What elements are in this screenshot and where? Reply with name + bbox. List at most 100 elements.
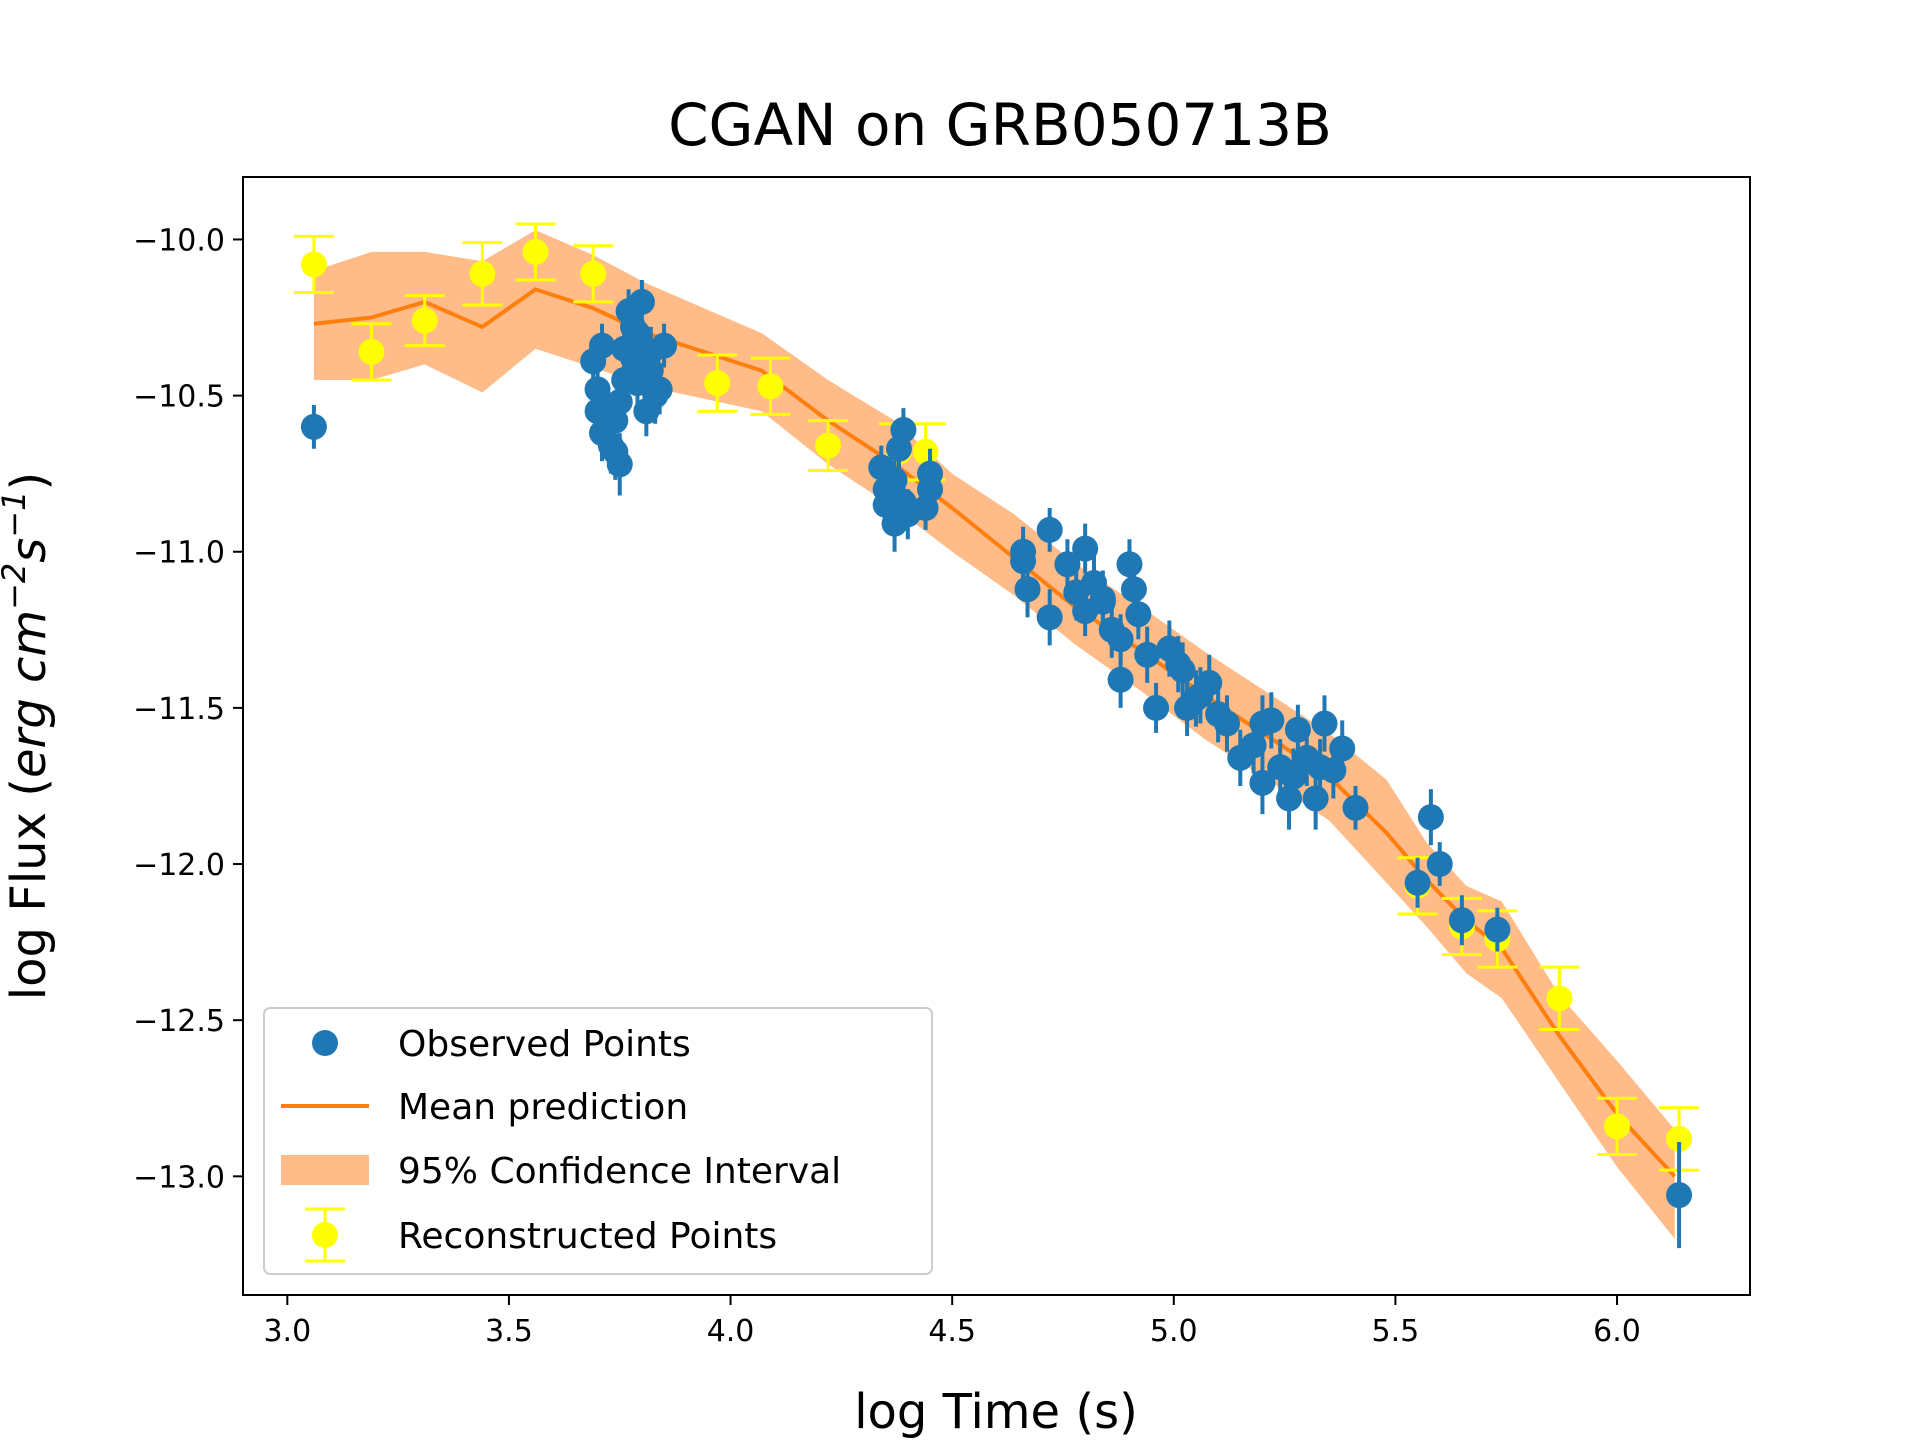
observed-point-marker <box>1666 1182 1693 1209</box>
legend-label: Mean prediction <box>398 1087 688 1128</box>
observed-point-marker <box>1280 763 1307 790</box>
observed-point-marker <box>890 416 917 443</box>
observed-point <box>1249 751 1276 815</box>
confidence-interval-layer <box>313 230 1675 1239</box>
y-axis-ticks: −10.0 −10.5 −11.0 −11.5 −12.0 −12.5 −13.0 <box>133 223 243 1195</box>
observed-point-marker <box>1036 516 1063 543</box>
reconstructed-point <box>515 222 556 282</box>
legend-items: Observed Points Mean prediction 95% Confid… <box>281 1024 841 1263</box>
reconstructed-point <box>697 353 738 413</box>
legend-label: 95% Confidence Interval <box>398 1151 841 1192</box>
x-axis-ticks: 3.0 3.5 4.0 4.5 5.0 5.5 6.0 <box>263 1295 1641 1349</box>
reconstructed-point-marker <box>757 373 784 400</box>
x-tick-label: 3.0 <box>263 1314 311 1349</box>
reconstructed-point-marker <box>1604 1113 1631 1140</box>
observed-point <box>1089 576 1116 627</box>
legend-reconstructed-marker <box>312 1222 338 1248</box>
observed-point-marker <box>1426 851 1453 878</box>
legend-box <box>263 1007 933 1275</box>
observed-point-marker <box>1213 710 1240 737</box>
observed-point <box>606 376 633 427</box>
observed-point <box>1307 739 1334 796</box>
reconstructed-point <box>404 294 445 348</box>
observed-point-marker <box>1329 735 1356 762</box>
observed-point <box>1484 907 1511 952</box>
observed-point-marker <box>606 388 633 415</box>
reconstructed-point <box>808 419 849 473</box>
reconstructed-point-marker <box>1666 1125 1693 1152</box>
x-tick-label: 6.0 <box>1593 1314 1641 1349</box>
observed-point-marker <box>1276 785 1303 812</box>
observed-point-marker <box>1417 804 1444 831</box>
reconstructed-point <box>462 241 503 307</box>
observed-point-marker <box>611 335 638 362</box>
observed-point <box>1169 642 1196 699</box>
observed-point-marker <box>300 413 327 440</box>
legend-item-ci: 95% Confidence Interval <box>281 1151 841 1192</box>
observed-point-marker <box>1311 710 1338 737</box>
observed-point <box>1014 561 1041 618</box>
reconstructed-point-marker <box>411 307 438 334</box>
observed-point <box>620 305 647 349</box>
reconstructed-point-marker <box>469 260 496 287</box>
legend-item-reconstructed: Reconstructed Points <box>305 1207 777 1263</box>
observed-point-marker <box>1107 626 1134 653</box>
x-axis-title: log Time (s) <box>854 1384 1138 1440</box>
observed-point <box>1249 695 1276 752</box>
observed-point-marker <box>1010 538 1037 565</box>
y-tick-label: −13.0 <box>133 1160 225 1195</box>
x-tick-label: 4.0 <box>707 1314 755 1349</box>
observed-point <box>628 280 655 324</box>
observed-point-marker <box>637 338 664 365</box>
observed-point <box>1036 508 1063 552</box>
x-tick-label: 3.5 <box>485 1314 533 1349</box>
x-tick-label: 5.0 <box>1150 1314 1198 1349</box>
observed-point <box>1134 626 1161 683</box>
observed-point-marker <box>620 313 647 340</box>
observed-point-marker <box>1116 551 1143 578</box>
observed-point-marker <box>1342 794 1369 821</box>
observed-point-marker <box>628 288 655 315</box>
observed-point-marker <box>1036 604 1063 631</box>
observed-point <box>1036 589 1063 646</box>
reconstructed-point-marker <box>358 338 385 365</box>
observed-point <box>637 326 664 377</box>
x-tick-label: 4.5 <box>928 1314 976 1349</box>
observed-point-marker <box>1249 769 1276 796</box>
observed-point-marker <box>912 495 939 522</box>
observed-point-marker <box>1284 716 1311 743</box>
reconstructed-point <box>1539 965 1580 1032</box>
observed-point-marker <box>624 370 651 397</box>
observed-point-marker <box>1125 601 1152 628</box>
reconstructed-point <box>573 244 614 304</box>
observed-point-marker <box>1249 710 1276 737</box>
legend-label: Reconstructed Points <box>398 1216 777 1257</box>
observed-point <box>1213 695 1240 752</box>
observed-point-marker <box>1134 641 1161 668</box>
observed-point <box>624 358 651 409</box>
observed-point <box>646 364 673 415</box>
observed-point-marker <box>1107 666 1134 693</box>
observed-point-marker <box>1240 732 1267 759</box>
observed-point <box>1280 748 1307 805</box>
observed-point <box>589 323 616 368</box>
observed-point <box>1054 539 1081 590</box>
observed-point <box>890 408 917 452</box>
legend-label: Observed Points <box>398 1024 691 1065</box>
legend-item-observed: Observed Points <box>312 1024 691 1065</box>
reconstructed-point <box>1597 1096 1638 1156</box>
legend: Observed Points Mean prediction 95% Confid… <box>263 1007 933 1275</box>
observed-point <box>912 486 939 530</box>
observed-point-marker <box>589 332 616 359</box>
reconstructed-point-marker <box>580 260 607 287</box>
observed-point <box>1417 789 1444 846</box>
observed-point-marker <box>1143 694 1170 721</box>
observed-point <box>1666 1141 1693 1249</box>
observed-point-marker <box>1089 588 1116 615</box>
observed-point-marker <box>1302 785 1329 812</box>
confidence-interval-band <box>313 230 1675 1239</box>
reconstructed-point-marker <box>815 432 842 459</box>
y-tick-label: −11.5 <box>133 692 225 727</box>
reconstructed-point <box>351 322 392 382</box>
observed-point <box>1072 523 1099 574</box>
